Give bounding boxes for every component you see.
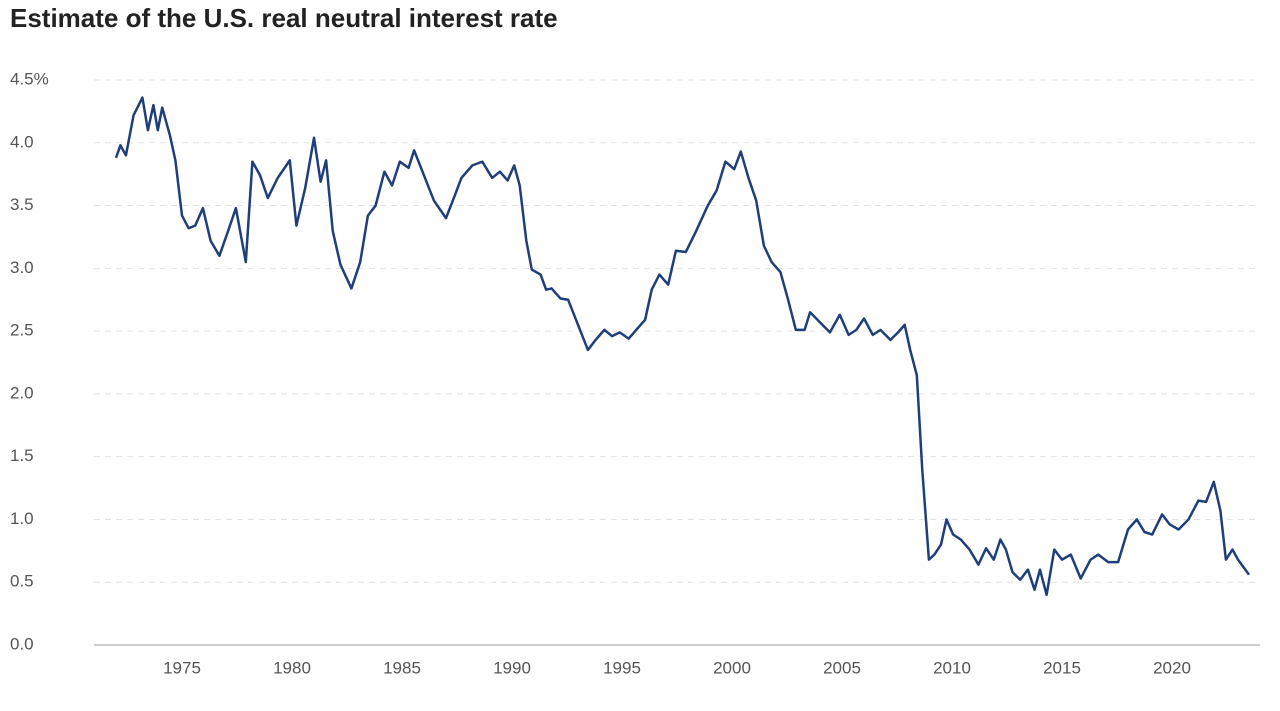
y-tick-label: 1.0 [10, 509, 34, 528]
y-tick-label: 1.5 [10, 446, 34, 465]
x-tick-label: 1980 [273, 658, 311, 677]
y-tick-label: 0.5 [10, 572, 34, 591]
x-tick-label: 1995 [603, 658, 641, 677]
y-tick-label: 0.0 [10, 634, 34, 653]
data-line [114, 96, 1251, 597]
x-tick-label: 1975 [163, 658, 201, 677]
x-tick-label: 2010 [933, 658, 971, 677]
y-tick-label: 4.0 [10, 132, 34, 151]
y-tick-label: 2.5 [10, 321, 34, 340]
y-tick-label: 4.5% [10, 69, 49, 88]
chart-title: Estimate of the U.S. real neutral intere… [10, 3, 558, 33]
y-tick-label: 2.0 [10, 383, 34, 402]
y-tick-label: 3.0 [10, 258, 34, 277]
y-tick-label: 3.5 [10, 195, 34, 214]
x-tick-label: 1985 [383, 658, 421, 677]
x-tick-label: 1990 [493, 658, 531, 677]
x-tick-label: 2005 [823, 658, 861, 677]
x-tick-label: 2020 [1153, 658, 1191, 677]
x-tick-label: 2015 [1043, 658, 1081, 677]
x-tick-label: 2000 [713, 658, 751, 677]
